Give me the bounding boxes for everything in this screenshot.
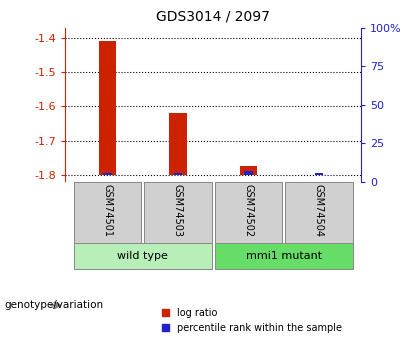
Legend: log ratio, percentile rank within the sample: log ratio, percentile rank within the sa… [158, 304, 346, 337]
Text: genotype/variation: genotype/variation [4, 300, 103, 310]
Bar [74, 182, 141, 244]
Bar [215, 182, 282, 244]
Bar [174, 172, 182, 175]
Bar [169, 113, 187, 175]
Bar [244, 171, 253, 175]
Bar [239, 166, 257, 175]
Text: GSM74504: GSM74504 [314, 184, 324, 237]
Text: GSM74501: GSM74501 [102, 184, 113, 237]
Bar [99, 41, 116, 175]
Bar [103, 172, 112, 175]
Bar [285, 182, 353, 244]
Text: GSM74503: GSM74503 [173, 184, 183, 237]
Bar [215, 244, 353, 269]
Bar [144, 182, 212, 244]
Text: mmi1 mutant: mmi1 mutant [246, 251, 322, 261]
Title: GDS3014 / 2097: GDS3014 / 2097 [156, 10, 270, 24]
Bar [315, 173, 323, 175]
Text: wild type: wild type [117, 251, 168, 261]
Bar [74, 244, 212, 269]
Text: GSM74502: GSM74502 [244, 184, 253, 237]
